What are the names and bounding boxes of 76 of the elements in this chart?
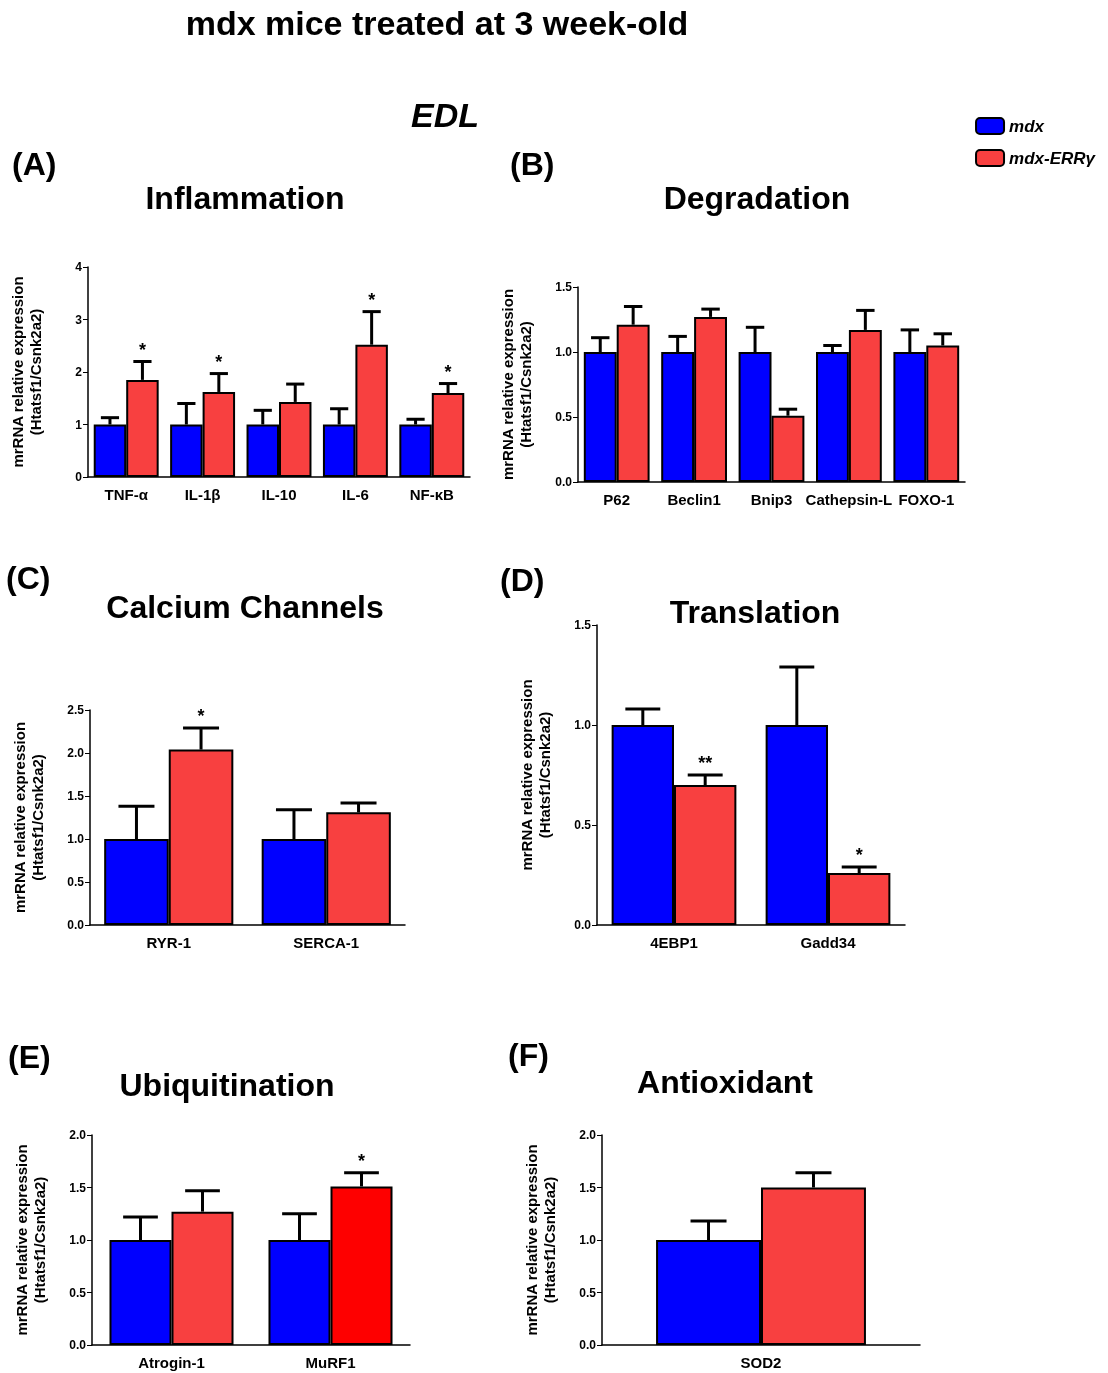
x-tick-label: MuRF1	[305, 1354, 356, 1371]
chart-title: Ubiquitination	[119, 1067, 335, 1103]
x-tick-label: 4EBP1	[650, 934, 698, 951]
y-tick-label: 1.5	[67, 789, 85, 803]
y-tick-label: 4	[75, 260, 83, 274]
y-tick-label: 1	[75, 417, 83, 432]
y-tick-label: 0.0	[67, 918, 85, 932]
x-tick-label: IL-6	[342, 486, 369, 503]
chart-title: Translation	[669, 594, 841, 630]
text: mdx mice treated at 3 week-old	[185, 4, 689, 43]
x-tick-label: IL-1β	[184, 486, 221, 503]
y-tick-label: 1.0	[69, 1233, 87, 1247]
y-tick-label: 0.0	[579, 1338, 597, 1352]
data-label: *	[444, 361, 452, 382]
y-axis-title: mrRNA relative expression (Htatsf1/Csnk2a2)	[10, 721, 46, 914]
text: (E)	[8, 1039, 51, 1075]
y-tick-label: 1.0	[574, 718, 592, 732]
y-tick-label: 0.5	[579, 1285, 597, 1300]
x-tick-label: P62	[603, 491, 631, 508]
x-tick-label: Atrogin-1	[138, 1354, 205, 1371]
y-tick-label: 2.5	[67, 703, 85, 717]
y-tick-label: 2.0	[69, 1128, 87, 1142]
y-axis-title: mrRNA relative expression (Htatsf1/Csnk2a2)	[517, 679, 553, 871]
text: EDL	[411, 96, 479, 135]
text: (F)	[508, 1037, 549, 1073]
x-tick-label: FOXO-1	[898, 491, 955, 508]
x-tick-label: RYR-1	[146, 934, 191, 951]
chart-title: Calcium Channels	[106, 589, 384, 625]
y-tick-label: 1.0	[579, 1233, 597, 1247]
text: (C)	[6, 560, 51, 596]
x-tick-label: Cathepsin-L	[805, 491, 893, 508]
y-tick-label: 0.5	[574, 818, 592, 832]
chart-title: Inflammation	[145, 180, 345, 216]
x-tick-label: NF-κB	[409, 486, 455, 503]
y-tick-label: 1.0	[555, 345, 573, 359]
x-tick-label: IL-10	[261, 486, 297, 503]
data-label: **	[698, 753, 713, 773]
y-tick-label: 1.5	[574, 618, 592, 632]
y-tick-label: 1.5	[69, 1180, 87, 1195]
x-tick-label: Bnip3	[750, 491, 793, 508]
legend-label: mdx	[1009, 116, 1046, 136]
data-label: *	[855, 845, 863, 865]
x-tick-label: Beclin1	[667, 491, 721, 508]
x-tick-label: SERCA-1	[293, 934, 360, 951]
y-tick-label: 0	[75, 470, 83, 484]
data-label: *	[215, 351, 223, 372]
data-label: *	[197, 706, 205, 727]
x-tick-label: Gadd34	[800, 934, 857, 951]
text: (A)	[12, 146, 57, 182]
data-label: *	[358, 1150, 366, 1171]
y-tick-label: 1.5	[555, 280, 573, 294]
y-tick-label: 0.0	[69, 1338, 87, 1352]
y-axis-title: mrRNA relative expression (Htatsf1/Csnk2a2)	[522, 1144, 558, 1336]
y-tick-label: 1.0	[67, 832, 85, 846]
text: (B)	[510, 146, 555, 182]
chart-title: Antioxidant	[637, 1064, 814, 1100]
y-tick-label: 1.5	[579, 1180, 597, 1195]
y-tick-label: 0.0	[574, 918, 592, 932]
y-tick-label: 0.0	[555, 475, 573, 489]
data-label: *	[368, 289, 376, 310]
y-tick-label: 0.5	[555, 410, 573, 424]
data-label: *	[138, 339, 146, 360]
y-axis-title: mrRNA relative expression (Htatsf1/Csnk2a2)	[498, 288, 534, 481]
x-tick-label: SOD2	[740, 1354, 782, 1371]
y-tick-label: 2	[75, 365, 83, 379]
y-tick-label: 3	[75, 312, 83, 327]
x-tick-label: TNF-α	[104, 486, 149, 503]
chart-title: Degradation	[663, 180, 851, 216]
legend-label: mdx-ERRγ	[1009, 148, 1097, 168]
y-tick-label: 2.0	[579, 1128, 597, 1142]
y-tick-label: 0.5	[67, 875, 85, 889]
y-tick-label: 0.5	[69, 1285, 87, 1300]
y-tick-label: 2.0	[67, 746, 85, 760]
y-axis-title: mrRNA relative expression (Htatsf1/Csnk2a2)	[12, 1144, 48, 1336]
text: (D)	[500, 562, 545, 598]
y-axis-title: mrRNA relative expression (Htatsf1/Csnk2a2)	[8, 276, 44, 468]
